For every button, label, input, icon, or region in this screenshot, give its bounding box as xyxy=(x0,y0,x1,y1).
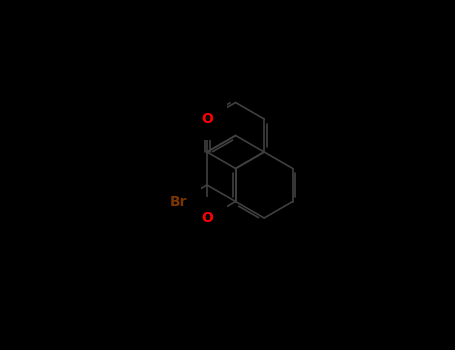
Text: O: O xyxy=(201,211,213,225)
Text: Br: Br xyxy=(170,195,187,209)
Text: O: O xyxy=(201,112,213,126)
